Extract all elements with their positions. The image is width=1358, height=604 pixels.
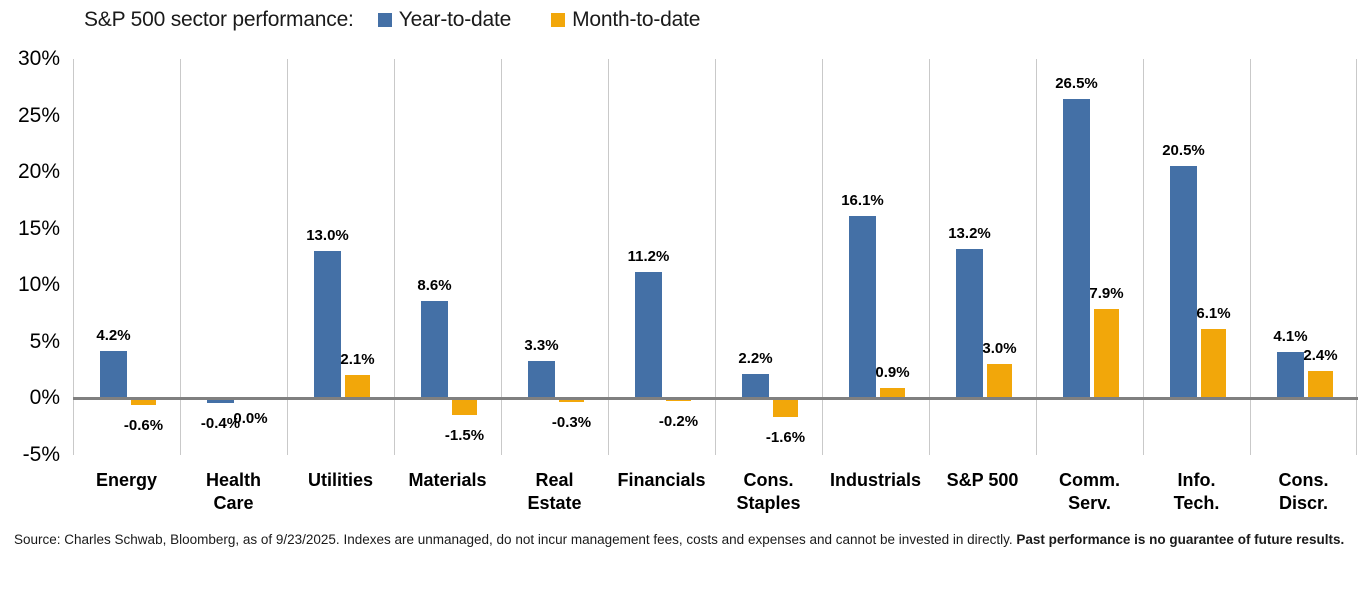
y-axis-tick-label: 10% [17, 273, 60, 297]
value-label-ytd: 11.2% [627, 247, 670, 265]
vertical-gridline [1250, 59, 1251, 455]
y-axis-tick-label: 5% [29, 329, 60, 353]
footnote-disclaimer: Past performance is no guarantee of futu… [1016, 532, 1345, 547]
value-label-ytd: 3.3% [524, 337, 559, 355]
vertical-gridline [287, 59, 288, 455]
bar-year-to-date [1277, 352, 1304, 399]
value-label-mtd: 2.4% [1303, 347, 1338, 365]
zero-axis-line [73, 396, 1358, 400]
bar-year-to-date [1063, 98, 1090, 399]
vertical-gridline [822, 59, 823, 455]
category-label: Industrials [829, 470, 922, 490]
vertical-gridline [1356, 59, 1357, 455]
source-footnote: Source: Charles Schwab, Bloomberg, as of… [14, 531, 1350, 550]
bar-month-to-date [559, 398, 584, 402]
value-label-ytd: 8.6% [417, 277, 452, 295]
bar-year-to-date [635, 271, 662, 399]
bar-month-to-date [1201, 329, 1226, 399]
vertical-gridline [394, 59, 395, 455]
bar-year-to-date [849, 216, 876, 399]
bar-month-to-date [987, 364, 1012, 399]
bar-year-to-date [528, 361, 555, 399]
vertical-gridline [73, 59, 74, 455]
value-label-mtd: 6.1% [1196, 305, 1231, 323]
bar-month-to-date [345, 374, 370, 399]
value-label-ytd: -0.4% [200, 414, 241, 432]
bar-year-to-date [421, 301, 448, 399]
value-label-mtd: -0.2% [658, 412, 699, 430]
bar-year-to-date [742, 373, 769, 399]
value-label-ytd: 26.5% [1055, 74, 1098, 92]
value-label-ytd: 4.1% [1273, 328, 1308, 346]
value-label-ytd: 13.2% [948, 225, 991, 243]
bar-year-to-date [100, 350, 127, 399]
bar-month-to-date [131, 398, 156, 406]
value-label-ytd: 16.1% [841, 192, 884, 210]
y-axis-tick-label: 25% [17, 103, 60, 127]
legend-label-ytd: Year-to-date [398, 8, 512, 31]
legend-swatch-ytd-icon [377, 13, 392, 27]
value-label-ytd: 4.2% [96, 326, 131, 344]
chart-header: S&P 500 sector performance: Year-to-date… [84, 8, 740, 32]
footnote-text: Source: Charles Schwab, Bloomberg, as of… [14, 532, 1017, 547]
category-label: Comm. Serv. [1058, 470, 1120, 514]
y-axis-tick-label: 30% [17, 47, 60, 70]
category-label: Energy [95, 470, 158, 490]
value-label-mtd: 0.0% [233, 410, 268, 428]
chart-title: S&P 500 sector performance: [84, 8, 354, 31]
value-label-mtd: 7.9% [1089, 285, 1124, 303]
y-axis-tick-label: -5% [22, 443, 60, 466]
category-label: Cons. Staples [736, 470, 801, 514]
category-label: Info. Tech. [1173, 470, 1220, 514]
vertical-gridline [180, 59, 181, 455]
value-label-mtd: -1.5% [444, 427, 485, 445]
bar-month-to-date [880, 388, 905, 399]
legend-item-mtd: Month-to-date [551, 8, 700, 32]
bar-year-to-date [956, 249, 983, 399]
vertical-gridline [1036, 59, 1037, 455]
value-label-mtd: -1.6% [765, 428, 806, 446]
y-axis-tick-label: 0% [29, 386, 60, 410]
y-axis-tick-label: 15% [17, 216, 60, 240]
vertical-gridline [608, 59, 609, 455]
bar-month-to-date [1094, 309, 1119, 399]
category-label: Health Care [205, 470, 261, 514]
value-label-mtd: -0.3% [551, 413, 592, 431]
legend-swatch-mtd-icon [551, 13, 566, 27]
value-label-ytd: 13.0% [306, 227, 349, 245]
value-label-mtd: -0.6% [123, 417, 164, 435]
bar-year-to-date [207, 398, 234, 403]
vertical-gridline [929, 59, 930, 455]
value-label-mtd: 3.0% [982, 340, 1017, 358]
value-label-ytd: 2.2% [738, 349, 773, 367]
bar-year-to-date [314, 251, 341, 399]
bar-month-to-date [773, 398, 798, 417]
bar-month-to-date [452, 398, 477, 416]
vertical-gridline [715, 59, 716, 455]
value-label-mtd: 0.9% [875, 364, 910, 382]
legend-item-ytd: Year-to-date [377, 8, 512, 32]
category-label: Utilities [307, 470, 373, 490]
y-axis-tick-label: 20% [17, 160, 60, 184]
value-label-ytd: 20.5% [1162, 142, 1205, 160]
bar-year-to-date [1170, 166, 1197, 399]
vertical-gridline [1143, 59, 1144, 455]
value-label-mtd: 2.1% [340, 350, 375, 368]
category-label: Real Estate [527, 470, 582, 514]
category-label: Financials [617, 470, 706, 490]
bar-month-to-date [1308, 371, 1333, 399]
legend-label-mtd: Month-to-date [572, 8, 701, 31]
category-label: S&P 500 [946, 470, 1019, 490]
vertical-gridline [501, 59, 502, 455]
category-label: Cons. Discr. [1278, 470, 1329, 514]
category-label: Materials [408, 470, 487, 490]
